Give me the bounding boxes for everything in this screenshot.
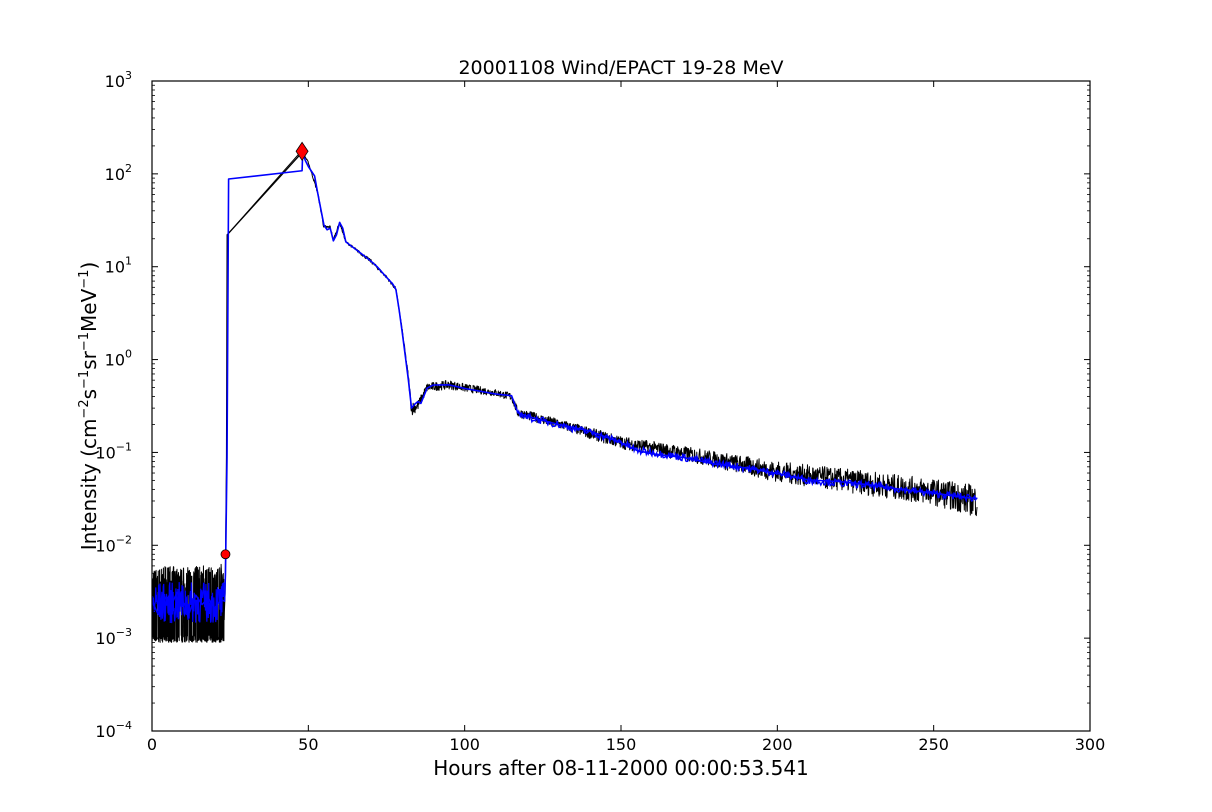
x-tick-label: 50: [298, 735, 318, 754]
x-tick-label: 100: [449, 735, 480, 754]
y-tick-label: 103: [105, 69, 132, 91]
y-tick-label: 102: [105, 162, 132, 184]
x-tick-label: 150: [606, 735, 637, 754]
y-tick-label: 10−1: [95, 440, 132, 462]
series-connector-line: [226, 152, 303, 236]
y-tick-label: 10−2: [95, 533, 132, 555]
x-axis-label: Hours after 08-11-2000 00:00:53.541: [433, 756, 809, 780]
chart-title: 20001108 Wind/EPACT 19-28 MeV: [458, 57, 783, 79]
x-tick-label: 0: [147, 735, 157, 754]
y-tick-label: 100: [105, 348, 132, 370]
plot-area: [152, 141, 978, 643]
y-axis: 10−4 10−3 10−2 10−1 100 101 102 103: [95, 69, 1090, 741]
x-tick-label: 250: [918, 735, 949, 754]
series-smoothed-pre-event: [152, 581, 225, 624]
y-tick-label: 10−3: [95, 626, 132, 648]
x-tick-label: 200: [762, 735, 793, 754]
peak-marker: [295, 141, 309, 162]
y-tick-label: 10−4: [95, 719, 132, 741]
series-smoothed-decay-band: [517, 409, 978, 503]
x-tick-label: 300: [1075, 735, 1106, 754]
x-axis: 0 50 100 150 200 250 300: [147, 81, 1105, 754]
y-axis-label: Intensity (cm−2s−1sr−1MeV−1): [77, 262, 101, 551]
y-tick-label: 101: [105, 255, 132, 277]
onset-marker: [220, 549, 231, 560]
